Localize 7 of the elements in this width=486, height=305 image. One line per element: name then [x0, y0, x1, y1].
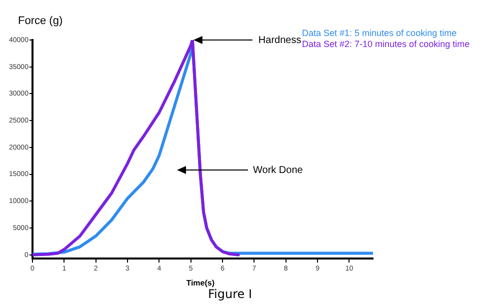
annotation: Work Done	[253, 164, 304, 176]
text: Figure I	[208, 287, 252, 301]
text: Data Set #2: 7-10 minutes of cooking time	[302, 39, 470, 49]
y-axis-title: Force (g)	[18, 15, 63, 27]
text: Data Set #1: 5 minutes of cooking time	[302, 28, 457, 38]
annotation: Hardness	[258, 34, 302, 46]
x-axis-title: Time(s)	[186, 278, 215, 288]
